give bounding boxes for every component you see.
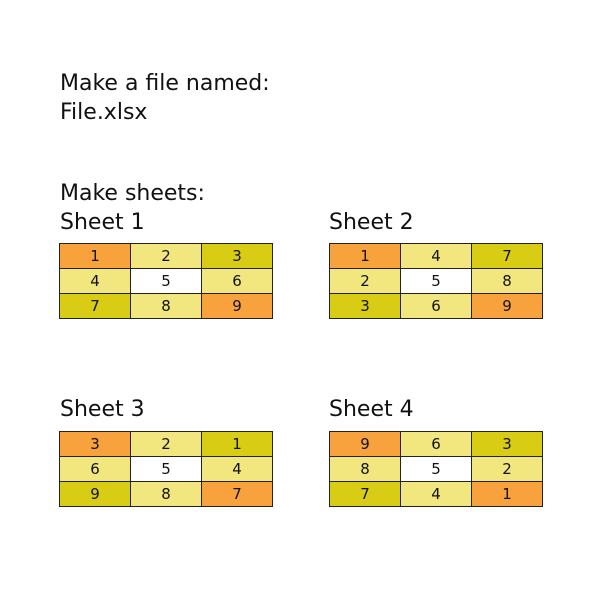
table-row: 7 4 1 xyxy=(329,481,543,507)
sheet-cell: 5 xyxy=(130,268,202,294)
sheet-3-title: Sheet 3 xyxy=(60,397,145,422)
sheet-cell: 2 xyxy=(471,456,543,482)
sheet-cell: 1 xyxy=(59,243,131,269)
table-row: 8 5 2 xyxy=(329,456,543,482)
sheet-cell: 5 xyxy=(400,268,472,294)
table-row: 1 2 3 xyxy=(59,243,273,269)
sheet-1-title: Sheet 1 xyxy=(60,210,145,235)
instruction-make-sheets: Make sheets: xyxy=(60,181,205,206)
table-row: 9 8 7 xyxy=(59,481,273,507)
sheet-cell: 4 xyxy=(400,243,472,269)
sheet-cell: 4 xyxy=(400,481,472,507)
sheet-cell: 2 xyxy=(329,268,401,294)
sheet-cell: 8 xyxy=(130,481,202,507)
sheet-cell: 3 xyxy=(329,293,401,319)
sheet-cell: 6 xyxy=(201,268,273,294)
sheet-cell: 3 xyxy=(59,431,131,457)
sheet-cell: 6 xyxy=(59,456,131,482)
sheet-cell: 5 xyxy=(130,456,202,482)
sheet-4-title: Sheet 4 xyxy=(329,397,414,422)
sheet-cell: 8 xyxy=(471,268,543,294)
sheet-cell: 4 xyxy=(59,268,131,294)
sheet-cell: 2 xyxy=(130,243,202,269)
sheet-cell: 1 xyxy=(471,481,543,507)
sheet-2-title: Sheet 2 xyxy=(329,210,414,235)
sheet-cell: 2 xyxy=(130,431,202,457)
file-name: File.xlsx xyxy=(60,100,148,125)
instruction-make-file: Make a file named: xyxy=(60,71,270,96)
table-row: 3 2 1 xyxy=(59,431,273,457)
sheet-cell: 6 xyxy=(400,431,472,457)
sheet-4-grid: 9 6 3 8 5 2 7 4 1 xyxy=(329,431,543,507)
sheet-cell: 5 xyxy=(400,456,472,482)
table-row: 4 5 6 xyxy=(59,268,273,294)
sheet-cell: 1 xyxy=(329,243,401,269)
sheet-cell: 8 xyxy=(130,293,202,319)
sheet-cell: 7 xyxy=(471,243,543,269)
sheet-cell: 9 xyxy=(471,293,543,319)
sheet-1-grid: 1 2 3 4 5 6 7 8 9 xyxy=(59,243,273,319)
table-row: 9 6 3 xyxy=(329,431,543,457)
table-row: 7 8 9 xyxy=(59,293,273,319)
sheet-cell: 8 xyxy=(329,456,401,482)
table-row: 6 5 4 xyxy=(59,456,273,482)
sheet-cell: 7 xyxy=(59,293,131,319)
sheet-3-grid: 3 2 1 6 5 4 9 8 7 xyxy=(59,431,273,507)
sheet-cell: 9 xyxy=(329,431,401,457)
sheet-cell: 4 xyxy=(201,456,273,482)
sheet-cell: 1 xyxy=(201,431,273,457)
sheet-cell: 9 xyxy=(59,481,131,507)
sheet-cell: 3 xyxy=(201,243,273,269)
sheet-2-grid: 1 4 7 2 5 8 3 6 9 xyxy=(329,243,543,319)
sheet-cell: 7 xyxy=(201,481,273,507)
sheet-cell: 9 xyxy=(201,293,273,319)
table-row: 1 4 7 xyxy=(329,243,543,269)
sheet-cell: 6 xyxy=(400,293,472,319)
sheet-cell: 3 xyxy=(471,431,543,457)
table-row: 2 5 8 xyxy=(329,268,543,294)
table-row: 3 6 9 xyxy=(329,293,543,319)
sheet-cell: 7 xyxy=(329,481,401,507)
